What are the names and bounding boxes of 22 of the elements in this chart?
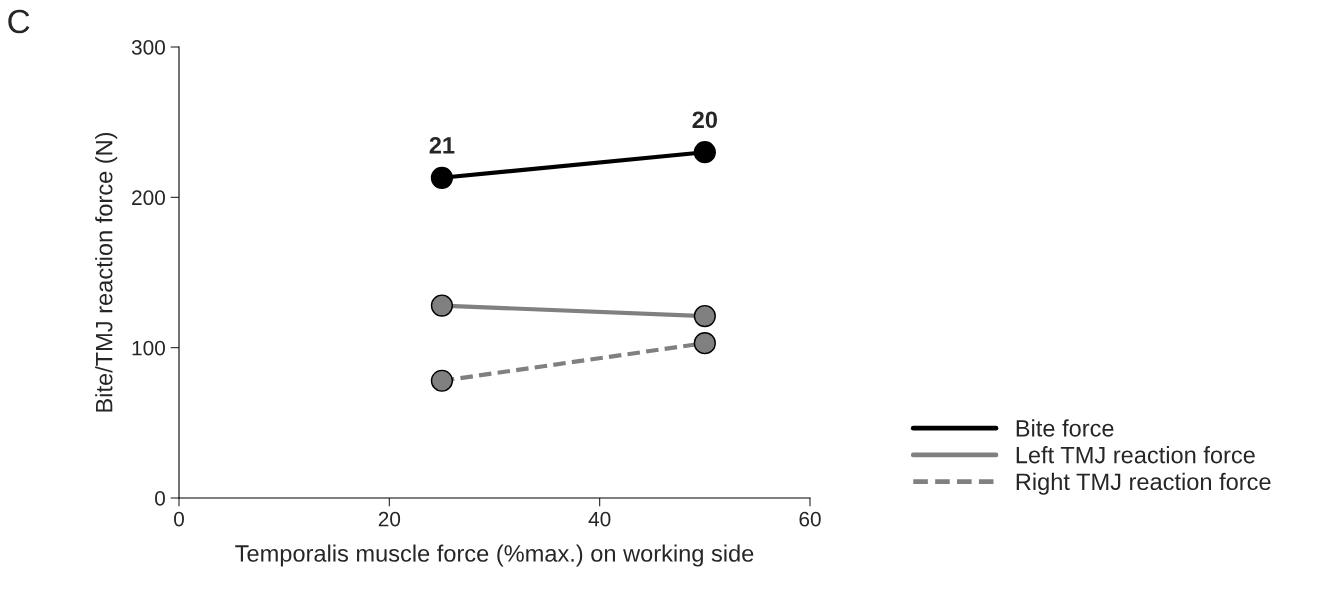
y-tick-label: 300 [131,40,165,55]
legend-label: Left TMJ reaction force [1016,446,1255,464]
y-tick-label: 0 [155,491,165,506]
x-tick-label: 60 [799,511,821,527]
point [430,294,454,317]
y-tick-label: 200 [132,190,165,206]
point [430,166,454,189]
legend-label: Right TMJ reaction force [1016,472,1271,495]
point [693,304,716,328]
y-axis-title: Bite/TMJ reaction force (N) [95,132,118,412]
y-tick-label: 100 [132,340,165,356]
x-tick-label: 0 [174,511,184,527]
annotation: 20 [692,111,717,129]
point [693,141,716,164]
point [430,369,454,392]
x-tick-label: 20 [378,511,401,527]
x-axis-title: Temporalis muscle force (%max.) on working side [235,544,754,567]
legend-label: Bite force [1016,419,1114,437]
x-tick-label: 40 [588,511,611,527]
point [693,332,716,355]
annotation: 21 [429,136,455,154]
text: C [8,9,30,34]
